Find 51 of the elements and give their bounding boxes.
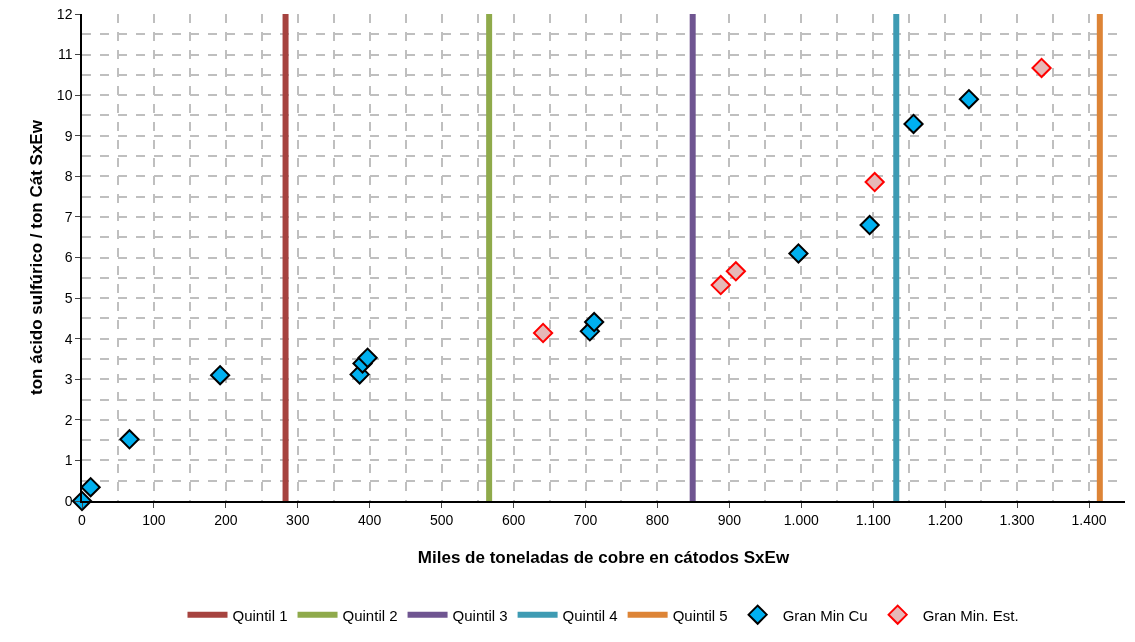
point [119, 429, 140, 450]
x-tick-label: 800 [645, 511, 670, 528]
x-tick-label: 600 [501, 511, 526, 528]
x-tick-label: 1.100 [855, 511, 891, 528]
x-tick-label: 700 [573, 511, 598, 528]
point [864, 171, 885, 193]
x-tick-label: 300 [286, 511, 310, 528]
x-tick-label: 1.300 [999, 511, 1035, 528]
x-tick-label: 1.200 [927, 511, 963, 528]
y-tick-label: 10 [56, 87, 73, 104]
x-tick-label: 400 [358, 511, 382, 528]
legend-label: Quintil 5 [672, 606, 728, 624]
y-tick-label: 7 [64, 208, 73, 225]
y-tick-label: 8 [64, 168, 73, 185]
x-axis-title: Miles de toneladas de cobre en cátodos SxEw [417, 548, 790, 568]
y-tick-label: 12 [56, 5, 73, 22]
point [532, 322, 554, 344]
y-tick-label: 4 [64, 330, 73, 347]
point [210, 365, 231, 386]
point [903, 113, 924, 135]
legend-label: Quintil 4 [562, 606, 618, 624]
point [788, 243, 809, 264]
y-tick-label: 1 [64, 452, 73, 469]
legend-label: Quintil 2 [342, 606, 398, 624]
x-tick-label: 1.000 [783, 511, 820, 528]
legend-label: Quintil 1 [232, 606, 288, 624]
point [80, 477, 101, 498]
y-tick-label: 3 [64, 371, 73, 388]
x-tick-label: 200 [214, 511, 238, 528]
point [584, 311, 605, 333]
point [1031, 57, 1052, 79]
x-tick-label: 900 [717, 511, 742, 528]
y-tick-label: 0 [64, 492, 73, 509]
point [710, 275, 731, 296]
y-tick-label: 11 [57, 46, 73, 63]
y-tick-label: 5 [64, 289, 73, 306]
x-tick-label: 0 [78, 511, 87, 528]
point [725, 261, 746, 282]
y-tick-label: 6 [64, 249, 73, 266]
x-tick-label: 500 [429, 511, 454, 528]
y-tick-label: 2 [64, 411, 73, 428]
legend-label: Gran Min Cu [782, 606, 868, 624]
legend-label: Gran Min. Est. [922, 606, 1019, 624]
y-tick-label: 9 [64, 127, 73, 144]
y-axis-title: ton ácido sulfúrico / ton Cát SxEw [26, 119, 46, 395]
legend-label: Quintil 3 [452, 606, 508, 624]
x-tick-label: 1.400 [1071, 511, 1107, 528]
point [357, 347, 378, 368]
point [958, 89, 980, 110]
x-tick-label: 100 [142, 511, 166, 528]
point [859, 214, 880, 236]
